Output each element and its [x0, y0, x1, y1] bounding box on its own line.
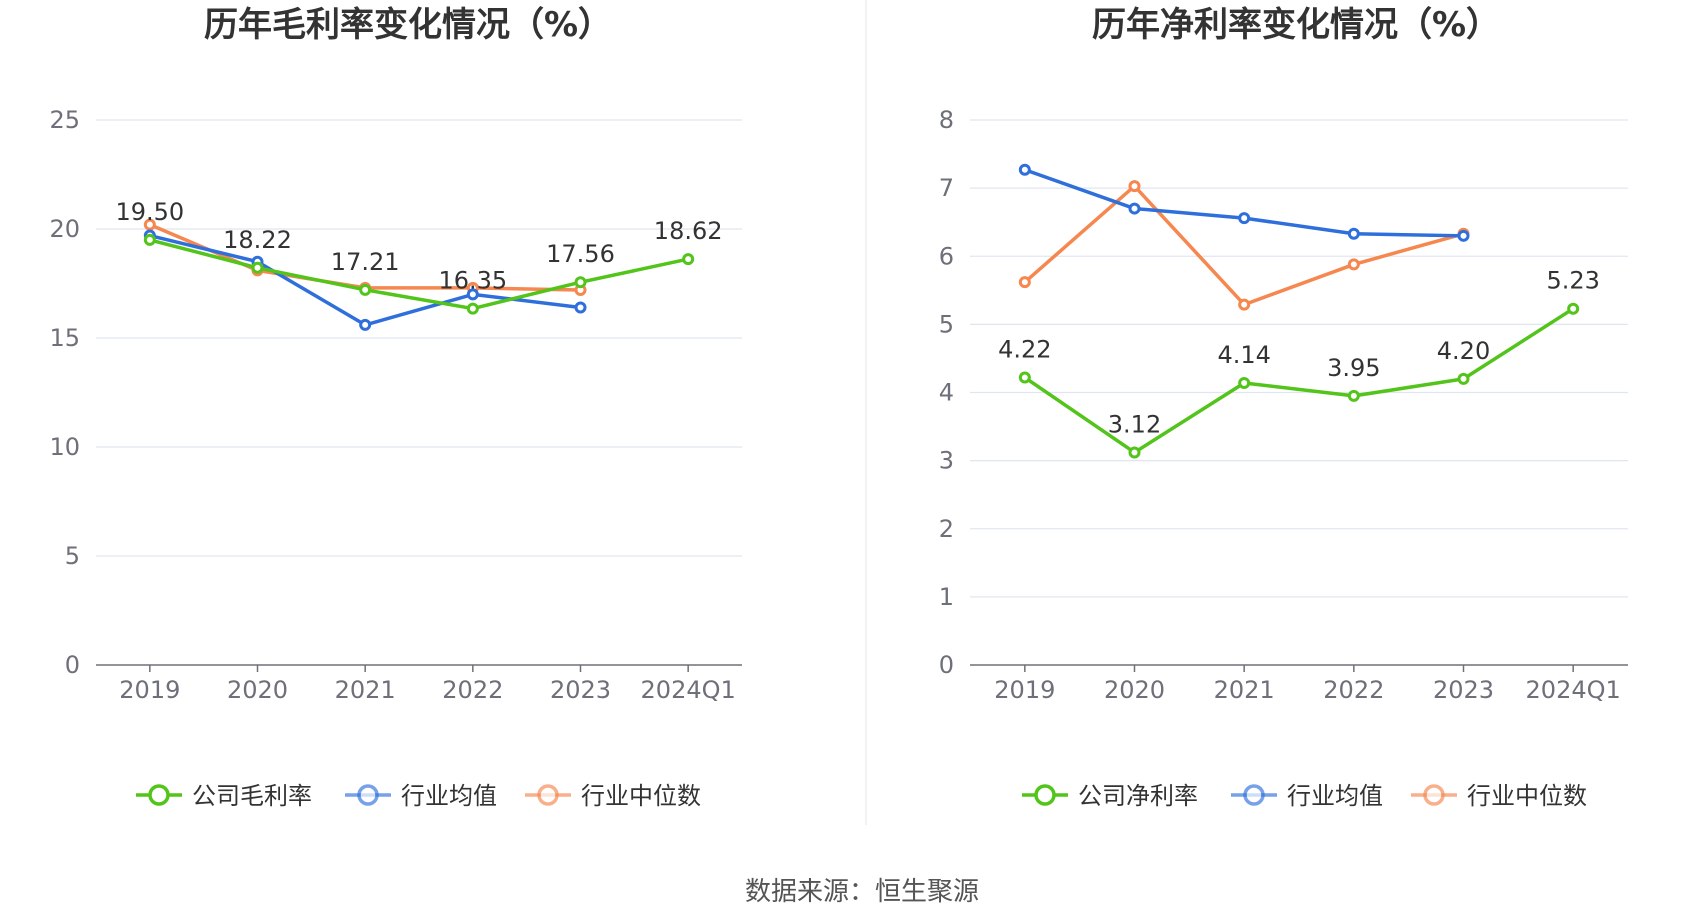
legend-label: 公司毛利率 [192, 782, 312, 810]
data-point [1347, 258, 1360, 271]
data-label: 18.62 [654, 217, 723, 245]
legend-swatch-marker [1423, 784, 1445, 806]
legend-swatch-marker [148, 784, 170, 806]
x-tick-label: 2022 [1323, 676, 1384, 704]
data-point [143, 233, 156, 246]
data-point [1128, 202, 1141, 215]
y-tick-label: 20 [49, 215, 80, 243]
data-point [682, 253, 695, 266]
x-tick-label: 2023 [1433, 676, 1494, 704]
data-point [251, 261, 264, 274]
data-label: 4.20 [1437, 337, 1490, 365]
data-label: 19.50 [115, 198, 184, 226]
legend-label: 公司净利率 [1078, 782, 1198, 810]
data-point [1238, 298, 1251, 311]
data-label: 17.21 [331, 248, 400, 276]
legend-swatch-marker [1034, 784, 1056, 806]
data-point [1567, 302, 1580, 315]
x-tick-label: 2019 [994, 676, 1055, 704]
legend-label: 行业均值 [1287, 782, 1383, 810]
data-point [1128, 180, 1141, 193]
data-point [1347, 389, 1360, 402]
data-label: 4.14 [1217, 341, 1270, 369]
y-tick-label: 5 [65, 542, 80, 570]
x-tick-label: 2021 [1214, 676, 1275, 704]
data-point [1457, 229, 1470, 242]
x-tick-label: 2022 [442, 676, 503, 704]
data-point [359, 283, 372, 296]
x-tick-label: 2024Q1 [1526, 676, 1621, 704]
data-point [1457, 372, 1470, 385]
x-tick-label: 2019 [119, 676, 180, 704]
data-label: 4.22 [998, 336, 1051, 364]
x-tick-label: 2020 [1104, 676, 1165, 704]
data-point [1238, 376, 1251, 389]
y-tick-label: 10 [49, 433, 80, 461]
y-tick-label: 1 [939, 583, 954, 611]
chart-title: 历年净利率变化情况（%） [1092, 5, 1500, 45]
data-point [1018, 276, 1031, 289]
data-label: 17.56 [546, 240, 615, 268]
data-source-note: 数据来源：恒生聚源 [745, 877, 979, 907]
legend-swatch-marker [537, 784, 559, 806]
y-tick-label: 15 [49, 324, 80, 352]
data-point [143, 218, 156, 231]
y-tick-label: 7 [939, 174, 954, 202]
chart-title: 历年毛利率变化情况（%） [204, 5, 612, 45]
y-tick-label: 0 [65, 651, 80, 679]
data-label: 16.35 [438, 267, 507, 295]
data-point [466, 288, 479, 301]
data-point [466, 302, 479, 315]
x-tick-label: 2020 [227, 676, 288, 704]
data-point [1347, 227, 1360, 240]
data-point [1128, 446, 1141, 459]
y-tick-label: 8 [939, 106, 954, 134]
legend-label: 行业均值 [401, 782, 497, 810]
y-tick-label: 25 [49, 106, 80, 134]
data-point [359, 318, 372, 331]
data-point [574, 301, 587, 314]
legend-swatch-marker [357, 784, 379, 806]
data-label: 3.12 [1108, 410, 1161, 438]
gross-margin-chart: 历年毛利率变化情况（%） 0 5 10 15 20 25 2019 2020 2021 2022 2… [49, 5, 742, 810]
y-tick-label: 3 [939, 447, 954, 475]
y-tick-label: 6 [939, 242, 954, 270]
legend-label: 行业中位数 [1467, 782, 1587, 810]
x-tick-label: 2021 [335, 676, 396, 704]
series-line [1023, 184, 1464, 307]
legend-swatch-marker [1243, 784, 1265, 806]
series-line [149, 238, 689, 311]
legend-label: 行业中位数 [581, 782, 701, 810]
data-label: 5.23 [1546, 267, 1599, 295]
series-line [1023, 307, 1575, 455]
data-label: 3.95 [1327, 354, 1380, 382]
y-tick-label: 4 [939, 379, 954, 407]
data-point [1238, 212, 1251, 225]
data-label: 18.22 [223, 226, 292, 254]
y-tick-label: 5 [939, 310, 954, 338]
x-tick-label: 2024Q1 [641, 676, 736, 704]
y-tick-label: 0 [939, 651, 954, 679]
net-margin-chart: 历年净利率变化情况（%） 0 1 2 3 4 5 6 7 8 2019 2020 2021 2022 20… [939, 5, 1628, 810]
x-tick-label: 2023 [550, 676, 611, 704]
data-point [1018, 371, 1031, 384]
data-point [574, 276, 587, 289]
y-tick-label: 2 [939, 515, 954, 543]
data-point [1018, 163, 1031, 176]
